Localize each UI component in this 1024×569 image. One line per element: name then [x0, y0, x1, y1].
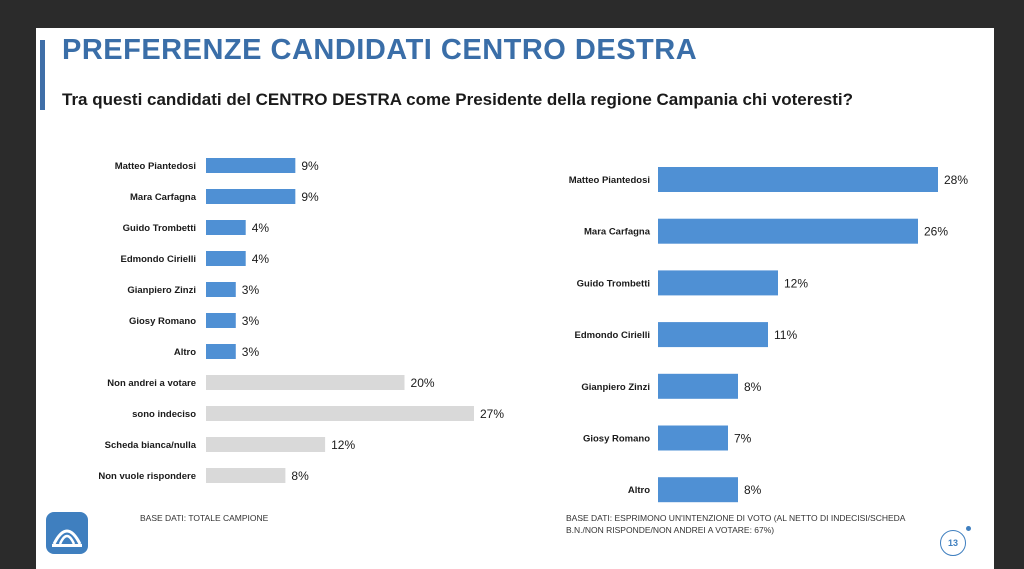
bar: [658, 425, 728, 451]
bar: [206, 282, 236, 297]
category-label: sono indeciso: [132, 409, 196, 420]
category-label: Non andrei a votare: [107, 378, 196, 389]
category-label: Edmondo Cirielli: [121, 254, 196, 265]
bar: [658, 477, 738, 503]
bar: [206, 313, 236, 328]
category-label: Guido Trombetti: [123, 223, 196, 234]
bar: [206, 406, 474, 421]
bar: [206, 437, 326, 452]
value-label: 8%: [744, 380, 762, 394]
category-label: Matteo Piantedosi: [569, 175, 650, 186]
value-label: 4%: [252, 252, 270, 266]
value-label: 9%: [301, 190, 319, 204]
category-label: Giosy Romano: [583, 434, 650, 445]
category-label: Edmondo Cirielli: [575, 330, 650, 341]
category-label: Gianpiero Zinzi: [581, 382, 650, 393]
bar: [658, 270, 778, 296]
bar: [658, 373, 738, 399]
category-label: Altro: [628, 485, 650, 496]
value-label: 27%: [480, 407, 504, 421]
value-label: 12%: [784, 276, 808, 290]
bar: [206, 468, 286, 483]
bar: [206, 158, 296, 173]
question-subtitle: Tra questi candidati del CENTRO DESTRA c…: [62, 90, 854, 109]
bar: [206, 344, 236, 359]
value-label: 3%: [242, 345, 260, 359]
category-label: Scheda bianca/nulla: [105, 440, 197, 451]
bar-charts: Matteo Piantedosi 9% Mara Carfagna 9% Guido …: [98, 158, 968, 503]
category-label: Mara Carfagna: [130, 192, 197, 203]
value-label: 11%: [774, 328, 797, 342]
category-label: Giosy Romano: [129, 316, 196, 327]
bar: [206, 220, 246, 235]
value-label: 28%: [944, 173, 968, 187]
category-label: Mara Carfagna: [584, 227, 651, 238]
category-label: Matteo Piantedosi: [115, 161, 196, 172]
title-accent-bar: [40, 40, 45, 110]
value-label: 4%: [252, 221, 270, 235]
category-label: Guido Trombetti: [577, 278, 650, 289]
value-label: 8%: [291, 469, 309, 483]
category-label: Gianpiero Zinzi: [127, 285, 196, 296]
value-label: 3%: [242, 283, 260, 297]
category-label: Altro: [174, 347, 196, 358]
page-title: PREFERENZE CANDIDATI CENTRO DESTRA: [62, 34, 698, 66]
base-note-right: Base dati: ESPRIMONO UN'INTENZIONE DI VO…: [566, 513, 905, 535]
slide: PREFERENZE CANDIDATI CENTRO DESTRA Tra q…: [36, 28, 994, 569]
base-note-left: Base dati: TOTALE CAMPIONE: [140, 513, 269, 523]
bar: [206, 251, 246, 266]
bar: [658, 218, 918, 244]
bar: [206, 189, 296, 204]
bar: [658, 167, 938, 192]
page-number: 13: [940, 530, 966, 556]
bar: [658, 322, 768, 348]
value-label: 8%: [744, 483, 762, 497]
page-number-dot: [966, 526, 971, 531]
value-label: 12%: [331, 438, 355, 452]
category-label: Non vuole rispondere: [98, 471, 196, 482]
value-label: 20%: [411, 376, 435, 390]
value-label: 26%: [924, 225, 948, 239]
value-label: 7%: [734, 432, 752, 446]
bar: [206, 375, 405, 390]
value-label: 3%: [242, 314, 260, 328]
logo-icon: [46, 512, 88, 554]
value-label: 9%: [301, 159, 319, 173]
